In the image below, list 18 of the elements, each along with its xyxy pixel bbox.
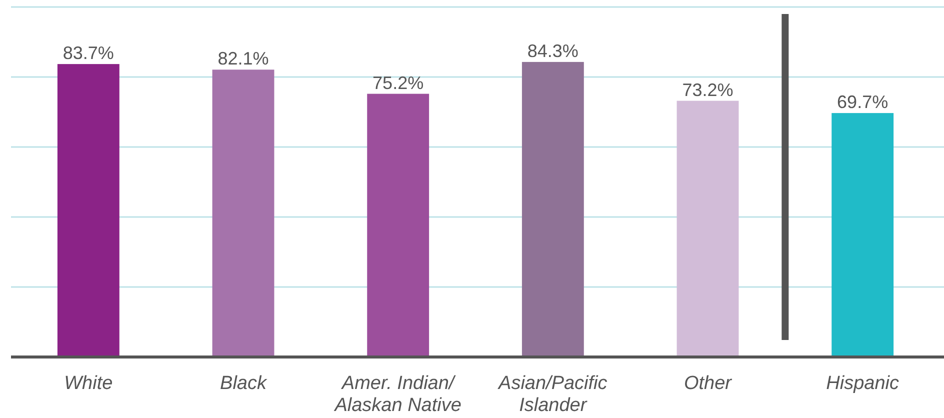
bar: [367, 94, 430, 357]
data-label: 84.3%: [527, 40, 578, 61]
x-tick-label: Asian/Pacific Islander: [498, 373, 608, 416]
x-tick-label: Other: [684, 373, 732, 394]
bar: [57, 64, 120, 357]
bar: [832, 113, 894, 357]
data-label: 75.2%: [372, 72, 424, 93]
x-tick-label: Black: [220, 373, 268, 394]
data-label: 73.2%: [682, 80, 734, 100]
data-label: 69.7%: [837, 92, 888, 112]
bar: [212, 70, 274, 357]
x-tick-label: White: [64, 373, 113, 394]
bar: [676, 100, 739, 357]
data-label: 82.1%: [218, 48, 269, 69]
x-tick-label: Hispanic: [826, 373, 900, 394]
x-tick-label: Amer. Indian/ Alaskan Native: [334, 373, 462, 416]
bar: [522, 62, 584, 357]
data-label: 83.7%: [62, 43, 114, 64]
